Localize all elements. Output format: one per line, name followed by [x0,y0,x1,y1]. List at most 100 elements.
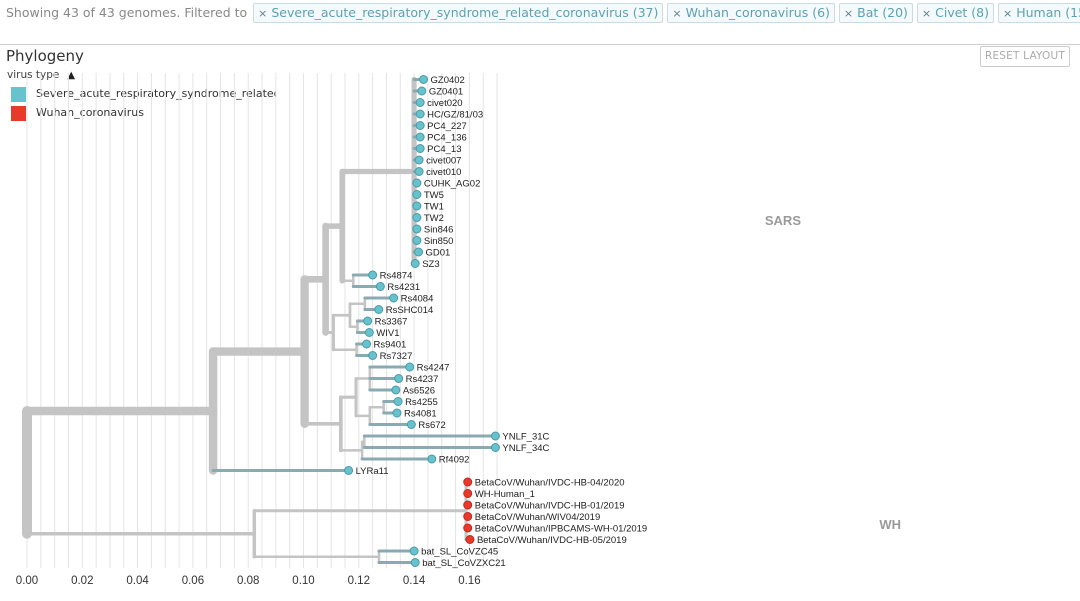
chevron-up-icon[interactable]: ▲ [67,70,76,81]
tip-node[interactable] [465,535,475,544]
filter-chip-wuhan[interactable]: × Wuhan_coronavirus (6) [667,3,835,23]
tip-node[interactable] [368,351,378,360]
filter-chip-sars[interactable]: × Severe_acute_respiratory_syndrome_relat… [253,3,664,23]
tip-label: GZ0401 [429,87,463,98]
tip-label: PC4_13 [427,144,461,155]
tip-node[interactable] [415,98,425,107]
tip-node[interactable] [374,305,384,314]
tip-label: WIV1 [376,328,399,339]
x-axis: 0.00 0.02 0.04 0.06 0.08 0.10 0.12 0.14 0.16 [16,575,481,587]
axis-tick-label: 0.10 [292,575,314,587]
header-divider [0,44,1080,45]
tip-node[interactable] [414,155,424,165]
axis-tick-label: 0.14 [403,575,426,587]
filter-chip-label: Wuhan_coronavirus (6) [685,5,830,20]
filter-chip-bat[interactable]: × Bat (20) [838,3,913,23]
tip-node[interactable] [409,546,419,556]
remove-filter-icon[interactable]: × [672,7,682,20]
tip-label: TW5 [424,190,444,201]
tip-node[interactable] [415,109,425,119]
filter-chip-human[interactable]: ×Human (15) [998,3,1080,23]
tip-label: RsSHC014 [386,305,434,316]
filter-chip-label: Severe_acute_respiratory_syndrome_relate… [271,5,659,20]
filter-chip-label: Bat (20) [857,5,908,20]
legend-swatch [11,87,26,102]
tip-node[interactable] [463,489,473,498]
tip-label: YNLF_31C [502,432,549,443]
reset-layout-button[interactable]: RESET LAYOUT [980,46,1070,67]
legend-swatch [11,106,26,121]
legend-title: virus type [7,69,60,81]
tip-node[interactable] [419,75,429,84]
tree-branches [22,76,497,564]
tip-labels: GZ0402GZ0401civet020HC/GZ/81/03PC4_227PC… [356,75,648,569]
axis-tick-label: 0.12 [348,575,370,587]
filter-chip-label: Civet (8) [935,5,990,20]
tip-node[interactable] [427,454,437,464]
tip-node[interactable] [463,512,473,521]
tip-node[interactable] [368,270,378,280]
tip-node[interactable] [363,316,373,326]
tip-label: As6526 [403,386,435,397]
tip-node[interactable] [463,500,473,510]
tip-node[interactable] [410,558,420,567]
tip-label: civet007 [426,156,461,167]
filter-chip-civet[interactable]: × Civet (8) [916,3,995,23]
tip-node[interactable] [410,259,420,268]
tip-label: Sin850 [424,236,454,247]
axis-tick-label: 0.06 [182,575,204,587]
tip-label: YNLF_34C [502,443,549,454]
tip-node[interactable] [375,282,385,291]
axis-tick-label: 0.04 [126,575,149,587]
legend-item-wuhan[interactable]: Wuhan_coronavirus [11,105,277,124]
tip-node[interactable] [344,466,354,475]
tip-label: BetaCoV/Wuhan/IVDC-HB-05/2019 [477,535,627,546]
tip-node[interactable] [463,477,473,487]
tip-node[interactable] [393,397,403,406]
tip-label: civet010 [426,167,461,178]
tip-label: Rs4084 [401,294,434,305]
tip-node[interactable] [394,374,404,383]
tip-node[interactable] [412,224,422,234]
tip-node[interactable] [490,431,500,441]
legend-toggle[interactable]: virus type ▲ [7,69,75,81]
tip-node[interactable] [391,385,401,395]
tip-node[interactable] [415,144,425,153]
tip-node[interactable] [405,362,415,372]
tip-node[interactable] [412,178,422,188]
tip-node[interactable] [414,167,424,176]
tip-node[interactable] [415,121,425,130]
tip-label: Rs7327 [380,351,413,362]
tip-node[interactable] [414,247,424,257]
tip-node[interactable] [463,523,473,533]
tip-node[interactable] [362,339,372,349]
tip-node[interactable] [415,132,425,142]
tip-node[interactable] [412,236,422,245]
tip-node[interactable] [364,328,374,337]
tip-node[interactable] [412,190,422,199]
remove-filter-icon[interactable]: × [921,7,932,20]
remove-filter-icon[interactable]: × [258,7,268,20]
tip-label: BetaCoV/Wuhan/IVDC-HB-01/2019 [475,501,625,512]
tip-node[interactable] [389,293,399,303]
tip-node[interactable] [406,420,416,429]
remove-filter-icon[interactable]: × [1003,7,1013,20]
remove-filter-icon[interactable]: × [843,7,854,20]
tip-node[interactable] [412,213,422,222]
tip-node[interactable] [412,201,422,211]
tip-node[interactable] [392,408,402,418]
tip-label: Rs4255 [405,397,438,408]
tip-label: GZ0402 [431,75,465,86]
tip-node[interactable] [417,86,427,96]
tip-label: Rs672 [418,420,445,431]
tip-node[interactable] [490,443,500,452]
panel-title: Phylogeny [6,47,84,65]
tip-label: BetaCoV/Wuhan/IPBCAMS-WH-01/2019 [475,524,647,535]
axis-tick-label: 0.16 [458,575,480,587]
tip-label: Rs4247 [417,363,450,374]
tip-label: TW2 [424,213,444,224]
filter-summary: Showing 43 of 43 genomes. Filtered to × S… [6,3,1080,23]
tip-label: GD01 [426,248,451,259]
tip-label: BetaCoV/Wuhan/IVDC-HB-04/2020 [475,478,625,489]
